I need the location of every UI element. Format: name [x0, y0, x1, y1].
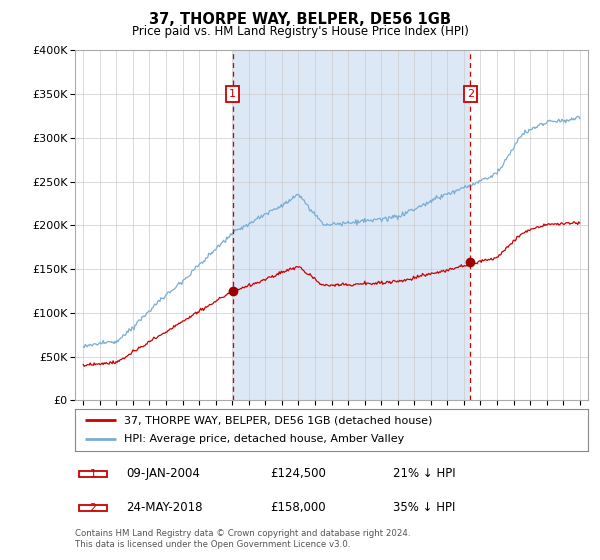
Text: 21% ↓ HPI: 21% ↓ HPI	[393, 467, 455, 480]
Text: HPI: Average price, detached house, Amber Valley: HPI: Average price, detached house, Ambe…	[124, 435, 404, 445]
Text: £124,500: £124,500	[270, 467, 326, 480]
Text: 09-JAN-2004: 09-JAN-2004	[127, 467, 200, 480]
FancyBboxPatch shape	[79, 505, 107, 511]
Text: 37, THORPE WAY, BELPER, DE56 1GB (detached house): 37, THORPE WAY, BELPER, DE56 1GB (detach…	[124, 415, 432, 425]
Text: Contains HM Land Registry data © Crown copyright and database right 2024.
This d: Contains HM Land Registry data © Crown c…	[75, 529, 410, 549]
Text: 2: 2	[89, 503, 97, 513]
Text: £158,000: £158,000	[270, 501, 326, 514]
Text: Price paid vs. HM Land Registry's House Price Index (HPI): Price paid vs. HM Land Registry's House …	[131, 25, 469, 38]
Text: 2: 2	[467, 89, 474, 99]
FancyBboxPatch shape	[79, 470, 107, 477]
Text: 1: 1	[229, 89, 236, 99]
Text: 35% ↓ HPI: 35% ↓ HPI	[393, 501, 455, 514]
Bar	[233, 50, 470, 400]
Text: 1: 1	[89, 469, 97, 479]
Text: 24-MAY-2018: 24-MAY-2018	[127, 501, 203, 514]
Text: 37, THORPE WAY, BELPER, DE56 1GB: 37, THORPE WAY, BELPER, DE56 1GB	[149, 12, 451, 27]
